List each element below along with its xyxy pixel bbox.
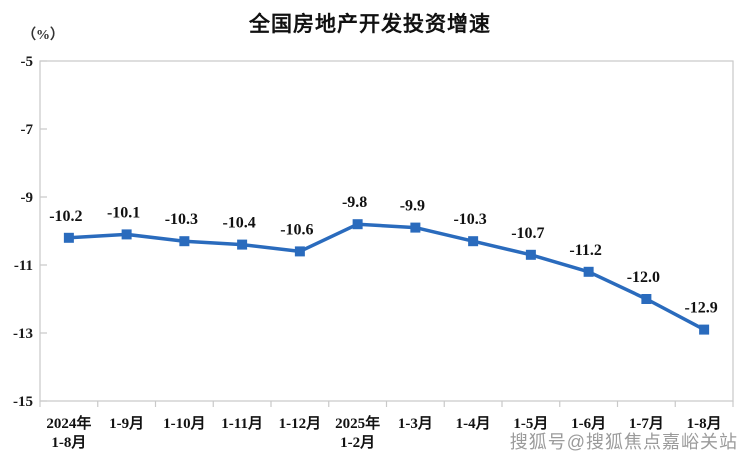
x-tick-label: 1-11月 [221,415,263,432]
y-tick-label: -5 [21,54,34,70]
data-label: -10.4 [222,215,255,232]
data-point [525,249,536,260]
y-tick-label: -11 [14,258,33,274]
watermark: 搜狐号@搜狐焦点嘉峪关站 [509,432,738,452]
y-axis-unit-label: （%） [22,28,64,43]
x-tick-label: 1-6月 [571,415,606,432]
data-label: -12.0 [627,269,660,286]
x-tick-label: 2025年 1-2月 [335,414,380,451]
data-point [699,324,710,335]
chart-title: 全国房地产开发投资增速 [249,13,491,36]
y-tick-label: -9 [21,190,34,206]
data-label: -10.2 [49,208,82,225]
data-point [294,246,305,257]
x-tick-label: 1-12月 [279,415,322,432]
data-point [63,232,74,243]
data-label: -10.7 [511,225,544,242]
plot-frame [39,60,734,402]
x-tick-label: 1-10月 [163,415,206,432]
x-tick-label: 1-4月 [456,415,491,432]
data-point [468,236,479,247]
data-label: -10.3 [165,211,198,228]
data-label: -12.9 [684,300,717,317]
data-label: -9.8 [342,194,367,211]
data-point [121,229,132,240]
x-tick-label: 1-8月 [687,415,722,432]
y-tick-label: -7 [21,122,34,138]
data-point [179,236,190,247]
x-tick-label: 1-3月 [398,415,433,432]
x-tick-label: 1-9月 [109,415,144,432]
x-tick-label: 2024年 1-8月 [46,414,91,451]
data-point [237,239,248,250]
data-point [583,266,594,277]
data-label: -10.1 [107,204,140,221]
series-line [67,222,706,332]
x-tick-label: 1-7月 [629,415,664,432]
data-label: -10.6 [280,221,313,238]
data-label: -9.9 [400,198,425,215]
y-tick-label: -13 [13,326,33,342]
x-tick-label: 1-5月 [513,415,548,432]
data-label: -11.2 [569,242,601,259]
data-point [641,294,652,304]
data-point [410,222,421,233]
data-label: -10.3 [453,211,486,228]
y-tick-label: -15 [13,394,33,410]
data-point [352,219,363,230]
